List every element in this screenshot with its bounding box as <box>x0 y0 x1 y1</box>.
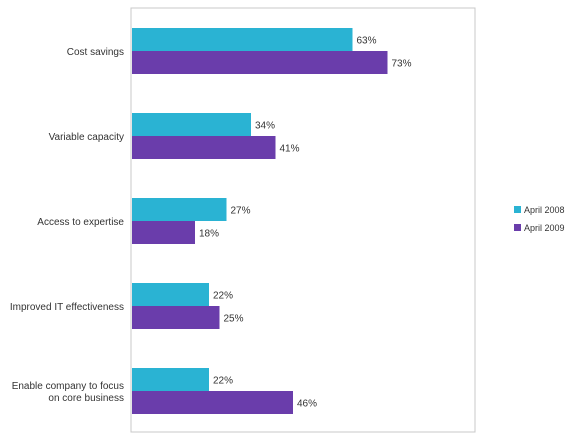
bar-april-2008 <box>132 198 227 221</box>
legend-label: April 2008 <box>524 205 565 215</box>
category-label: Access to expertise <box>37 217 124 228</box>
legend: April 2008 April 2009 <box>514 205 565 233</box>
bar-april-2008 <box>132 368 209 391</box>
data-label: 22% <box>213 376 233 387</box>
data-label: 18% <box>199 229 219 240</box>
bar-april-2008 <box>132 113 251 136</box>
data-label: 41% <box>280 144 300 155</box>
legend-label: April 2009 <box>524 223 565 233</box>
data-label: 25% <box>224 314 244 325</box>
category-label: Variable capacity <box>49 132 124 143</box>
data-label: 34% <box>255 121 275 132</box>
category-label: Enable company to focus on core business <box>12 381 124 404</box>
category-label: Improved IT effectiveness <box>10 302 124 313</box>
bar-april-2009 <box>132 221 195 244</box>
legend-swatch <box>514 206 521 213</box>
bar-april-2009 <box>132 51 388 74</box>
category-label: Cost savings <box>67 47 124 58</box>
bar-april-2009 <box>132 306 220 329</box>
bar-april-2008 <box>132 283 209 306</box>
data-label: 27% <box>231 206 251 217</box>
bar-april-2009 <box>132 391 293 414</box>
data-label: 63% <box>357 36 377 47</box>
legend-swatch <box>514 224 521 231</box>
data-label: 73% <box>392 59 412 70</box>
bar-april-2008 <box>132 28 353 51</box>
data-label: 22% <box>213 291 233 302</box>
data-label: 46% <box>297 399 317 410</box>
bar-april-2009 <box>132 136 276 159</box>
